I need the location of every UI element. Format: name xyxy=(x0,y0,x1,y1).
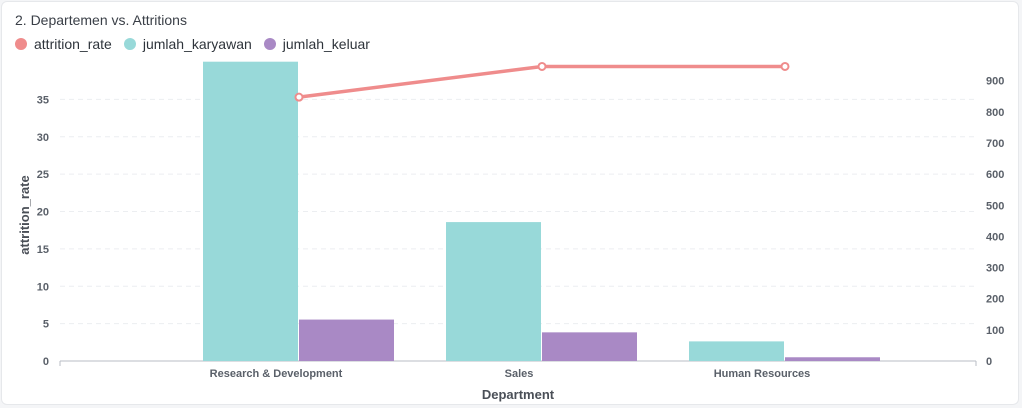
y-right-tick-label: 0 xyxy=(986,356,992,368)
y-right-tick-label: 900 xyxy=(986,76,1004,88)
y-left-tick-label: 20 xyxy=(37,207,49,219)
y-left-tick-label: 25 xyxy=(37,169,49,181)
x-tick-label: Research & Development xyxy=(210,368,343,380)
y-right-tick-label: 200 xyxy=(986,294,1004,306)
legend-item-attrition-rate[interactable]: attrition_rate xyxy=(15,36,112,52)
legend: attrition_rate jumlah_karyawan jumlah_ke… xyxy=(15,36,382,52)
point-attrition_rate xyxy=(780,61,790,71)
legend-label-jumlah-karyawan: jumlah_karyawan xyxy=(142,36,252,52)
y-left-tick-label: 15 xyxy=(37,244,49,256)
y-right-tick-label: 500 xyxy=(986,200,1004,212)
x-tick-label: Human Resources xyxy=(714,368,811,380)
y-axis-title: attrition_rate xyxy=(17,175,32,254)
x-tick-label: Sales xyxy=(505,368,534,380)
y-right-tick-label: 600 xyxy=(986,169,1004,181)
y-left-tick-label: 5 xyxy=(43,319,49,331)
y-right-tick-label: 800 xyxy=(986,107,1004,119)
point-attrition_rate xyxy=(294,92,304,102)
y-left-tick-label: 0 xyxy=(43,356,49,368)
legend-item-jumlah-karyawan[interactable]: jumlah_karyawan xyxy=(123,36,252,52)
legend-label-jumlah-keluar: jumlah_keluar xyxy=(282,36,370,52)
y-right-tick-label: 100 xyxy=(986,325,1004,337)
y-left-tick-label: 35 xyxy=(37,94,49,106)
x-axis-title: Department xyxy=(482,387,555,402)
bar-jumlah_keluar xyxy=(299,319,394,361)
y-right-tick-label: 400 xyxy=(986,231,1004,243)
legend-swatch-jumlah-karyawan xyxy=(123,38,136,50)
bar-jumlah_karyawan xyxy=(446,222,541,361)
y-left-tick-label: 30 xyxy=(37,132,49,144)
bar-jumlah_keluar xyxy=(785,357,880,361)
legend-swatch-attrition-rate xyxy=(15,38,27,50)
bar-jumlah_keluar xyxy=(542,332,637,361)
bar-jumlah_karyawan xyxy=(689,341,784,361)
legend-item-jumlah-keluar[interactable]: jumlah_keluar xyxy=(263,36,370,52)
bar-jumlah_karyawan xyxy=(203,61,298,362)
y-left-tick-label: 10 xyxy=(37,281,49,293)
point-attrition_rate xyxy=(537,61,547,71)
legend-swatch-jumlah-keluar xyxy=(263,38,276,50)
legend-label-attrition-rate: attrition_rate xyxy=(34,36,112,52)
line-attrition_rate xyxy=(298,64,785,99)
y-right-tick-label: 700 xyxy=(986,138,1004,150)
y-right-tick-label: 300 xyxy=(986,263,1004,275)
chart-title: 2. Departemen vs. Attritions xyxy=(15,12,187,28)
